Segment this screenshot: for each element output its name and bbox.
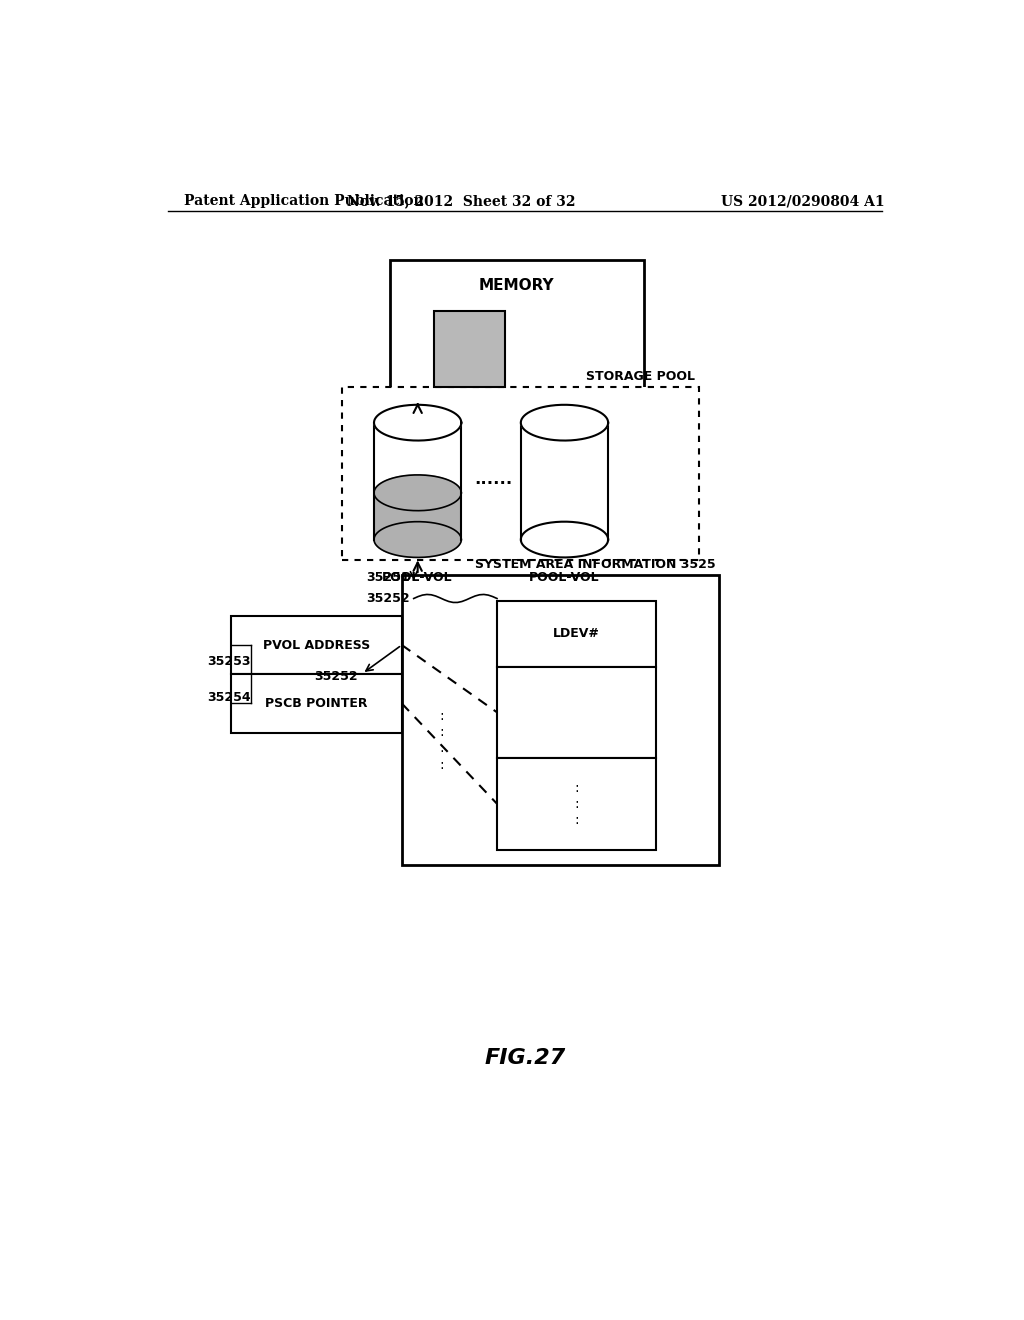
Text: STORAGE POOL: STORAGE POOL bbox=[587, 370, 695, 383]
Bar bbox=[342, 387, 699, 560]
Polygon shape bbox=[374, 492, 461, 540]
Bar bbox=[497, 667, 655, 758]
Polygon shape bbox=[374, 422, 461, 540]
Bar bbox=[497, 601, 655, 667]
Polygon shape bbox=[374, 405, 461, 441]
Text: Nov. 15, 2012  Sheet 32 of 32: Nov. 15, 2012 Sheet 32 of 32 bbox=[347, 194, 575, 209]
Text: 35253: 35253 bbox=[207, 655, 251, 668]
Text: SYSTEM AREA INFORMATION 3525: SYSTEM AREA INFORMATION 3525 bbox=[475, 558, 715, 572]
Text: 35252: 35252 bbox=[314, 671, 358, 684]
Bar bbox=[433, 312, 505, 387]
Text: 35252: 35252 bbox=[367, 591, 410, 605]
Text: PVOL ADDRESS: PVOL ADDRESS bbox=[263, 639, 370, 652]
Text: US 2012/0290804 A1: US 2012/0290804 A1 bbox=[721, 194, 885, 209]
Bar bbox=[231, 615, 401, 675]
Text: LDEV#: LDEV# bbox=[553, 627, 600, 640]
Text: PSCB POINTER: PSCB POINTER bbox=[265, 697, 368, 710]
Polygon shape bbox=[374, 475, 461, 511]
Polygon shape bbox=[521, 422, 608, 540]
Polygon shape bbox=[521, 521, 608, 557]
Bar bbox=[497, 758, 655, 850]
Text: POOL-VOL: POOL-VOL bbox=[382, 570, 453, 583]
Bar bbox=[401, 576, 719, 865]
Text: ......: ...... bbox=[474, 470, 512, 487]
Text: FIG.27: FIG.27 bbox=[484, 1048, 565, 1068]
Text: :
:
:
:: : : : : bbox=[439, 709, 443, 772]
Text: 35254: 35254 bbox=[207, 690, 251, 704]
Bar bbox=[390, 260, 644, 403]
Polygon shape bbox=[521, 405, 608, 441]
Text: :
:
:: : : : bbox=[574, 780, 579, 828]
Polygon shape bbox=[374, 521, 461, 557]
Text: 35251: 35251 bbox=[367, 570, 410, 583]
Bar bbox=[231, 675, 401, 733]
Text: POOL-VOL: POOL-VOL bbox=[529, 570, 600, 583]
Text: MEMORY: MEMORY bbox=[479, 279, 555, 293]
Text: Patent Application Publication: Patent Application Publication bbox=[183, 194, 423, 209]
